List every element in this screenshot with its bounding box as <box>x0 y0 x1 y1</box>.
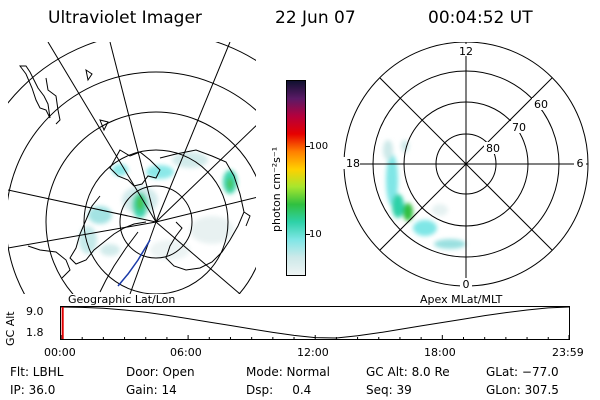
apex-polar-plot: 12 18 6 0 60 70 80 <box>342 42 589 291</box>
mlt-label-12: 12 <box>459 45 473 58</box>
seq-info: Seq: 39 <box>366 383 412 397</box>
glat-info: GLat: −77.0 <box>486 365 559 379</box>
mlt-label-0: 0 <box>463 278 470 291</box>
date-label: 22 Jun 07 <box>275 8 356 28</box>
colorbar-tick-10: 10 <box>309 229 322 240</box>
aurora-emission-apex <box>383 140 466 249</box>
altitude-axis-label: GC Alt <box>4 311 17 346</box>
mlat-label-60: 60 <box>534 98 548 111</box>
ip-info: IP: 36.0 <box>10 383 56 397</box>
door-info: Door: Open <box>126 365 195 379</box>
colorbar-unit-label: photon cm⁻²s⁻¹ <box>270 146 283 232</box>
filter-info: Flt: LBHL <box>10 365 64 379</box>
mode-info: Mode: Normal <box>246 365 330 379</box>
glon-info: GLon: 307.5 <box>486 383 559 397</box>
altitude-plot <box>60 306 570 340</box>
mlat-label-80: 80 <box>486 142 500 155</box>
gc-alt-info: GC Alt: 8.0 Re <box>366 365 450 379</box>
colorbar-tick-100: 100 <box>309 141 329 152</box>
altitude-plot-frame <box>60 306 570 340</box>
altitude-xtick-4: 23:59 <box>552 346 584 359</box>
colorbar-tick-mark <box>306 146 310 147</box>
altitude-xtick-0: 00:00 <box>44 346 76 359</box>
mlt-label-6: 6 <box>577 157 584 170</box>
gain-info: Gain: 14 <box>126 383 177 397</box>
dsp-info: Dsp: 0.4 <box>246 383 312 397</box>
geographic-map <box>8 42 256 294</box>
mlat-label-70: 70 <box>512 121 526 134</box>
colorbar-gradient <box>287 81 305 275</box>
geographic-panel-label: Geographic Lat/Lon <box>68 293 176 306</box>
altitude-x-ticks <box>60 335 570 339</box>
colorbar-tick-mark <box>306 234 310 235</box>
altitude-ytick-1-8: 1.8 <box>26 326 44 339</box>
apex-panel-label: Apex MLat/MLT <box>420 293 503 306</box>
altitude-xtick-3: 18:00 <box>424 346 456 359</box>
mlt-label-18: 18 <box>346 157 360 170</box>
altitude-ytick-9: 9.0 <box>26 305 44 318</box>
colorbar <box>286 80 306 276</box>
time-label: 00:04:52 UT <box>428 8 533 28</box>
altitude-series-line <box>60 306 570 339</box>
altitude-xtick-2: 12:00 <box>297 346 329 359</box>
instrument-title: Ultraviolet Imager <box>48 8 202 28</box>
altitude-xtick-1: 06:00 <box>170 346 202 359</box>
